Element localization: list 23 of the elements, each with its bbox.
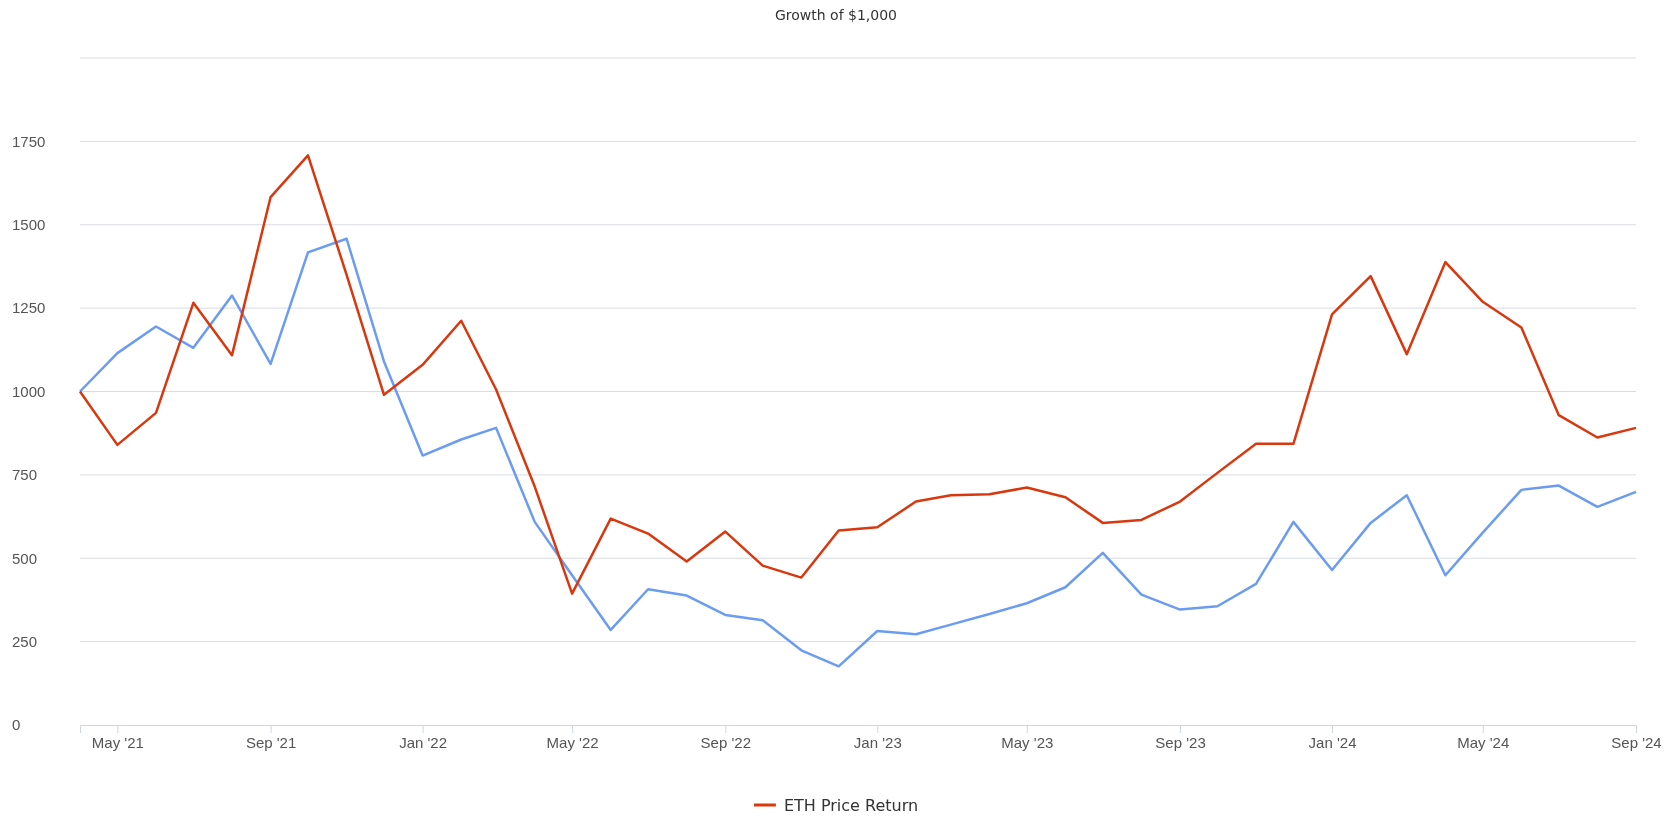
x-tick-label: Sep '22 xyxy=(700,733,752,751)
y-tick-label: 750 xyxy=(12,466,38,484)
x-tick-label: May '21 xyxy=(91,733,144,751)
x-tick-label: May '22 xyxy=(546,733,599,751)
x-tick-label: May '24 xyxy=(1457,733,1510,751)
x-tick-label: Jan '22 xyxy=(399,733,448,751)
y-tick-label: 1250 xyxy=(12,299,46,317)
x-tick-label: May '23 xyxy=(1001,733,1054,751)
y-tick-label: 500 xyxy=(12,549,38,567)
x-tick-label: Sep '24 xyxy=(1611,733,1662,751)
y-tick-label: 1000 xyxy=(12,382,46,400)
chart-title: Growth of $1,000 xyxy=(774,7,898,23)
x-tick-label: Jan '23 xyxy=(853,733,902,751)
x-tick-label: Sep '21 xyxy=(245,733,297,751)
legend-label: ETH Price Return xyxy=(783,796,919,815)
y-tick-label: 250 xyxy=(12,632,38,650)
line-series xyxy=(78,237,1638,668)
line-series xyxy=(78,154,1638,595)
y-tick-label: 1500 xyxy=(12,216,46,234)
x-tick-label: Sep '23 xyxy=(1155,733,1206,751)
x-tick-label: Jan '24 xyxy=(1308,733,1357,751)
y-tick-label: 0 xyxy=(12,716,21,734)
y-tick-label: 1750 xyxy=(12,132,46,150)
